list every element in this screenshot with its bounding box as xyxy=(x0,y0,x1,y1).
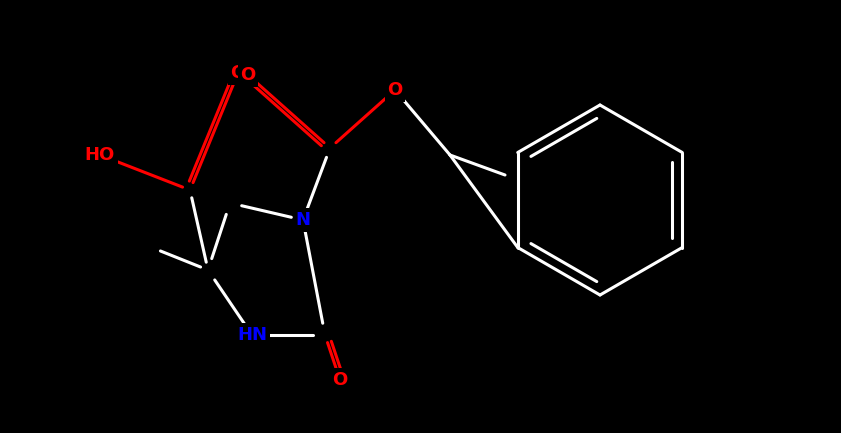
Text: HO: HO xyxy=(85,146,115,164)
Text: O: O xyxy=(241,66,256,84)
Text: HN: HN xyxy=(237,326,267,344)
Text: O: O xyxy=(230,64,246,82)
Text: O: O xyxy=(332,371,347,389)
Text: N: N xyxy=(295,211,310,229)
Text: O: O xyxy=(388,81,403,99)
